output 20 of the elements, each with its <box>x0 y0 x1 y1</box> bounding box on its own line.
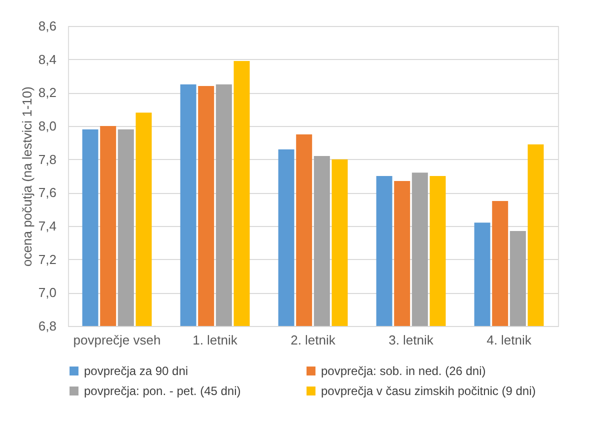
x-tick-label: 4. letnik <box>486 332 532 348</box>
x-tick-label: 2. letnik <box>290 332 336 348</box>
y-axis-title: ocena počutja (na lestvici 1-10) <box>19 86 34 266</box>
legend-label: povprečja: sob. in ned. (26 dni) <box>321 364 486 378</box>
y-tick-label: 7,2 <box>38 252 56 267</box>
y-tick-label: 8,2 <box>38 85 56 100</box>
y-tick-label: 6,8 <box>38 318 56 334</box>
y-tick-label: 8,4 <box>38 52 56 67</box>
y-tick-label: 7,6 <box>38 185 56 200</box>
y-tick-label: 8,0 <box>38 118 56 134</box>
y-tick-label: 7,4 <box>38 218 56 234</box>
x-tick-label: 1. letnik <box>192 332 238 348</box>
y-tick-label: 7,8 <box>38 152 56 167</box>
y-tick-label: 8,6 <box>38 18 56 34</box>
legend-label: povprečja za 90 dni <box>84 364 188 378</box>
y-tick-label: 7,0 <box>38 285 56 300</box>
legend-label: povprečja v času zimskih počitnic (9 dni) <box>321 384 536 398</box>
x-tick-label: 3. letnik <box>388 332 434 348</box>
x-tick-label: povprečje vseh <box>73 332 161 348</box>
legend-label: povprečja: pon. - pet. (45 dni) <box>84 384 241 398</box>
